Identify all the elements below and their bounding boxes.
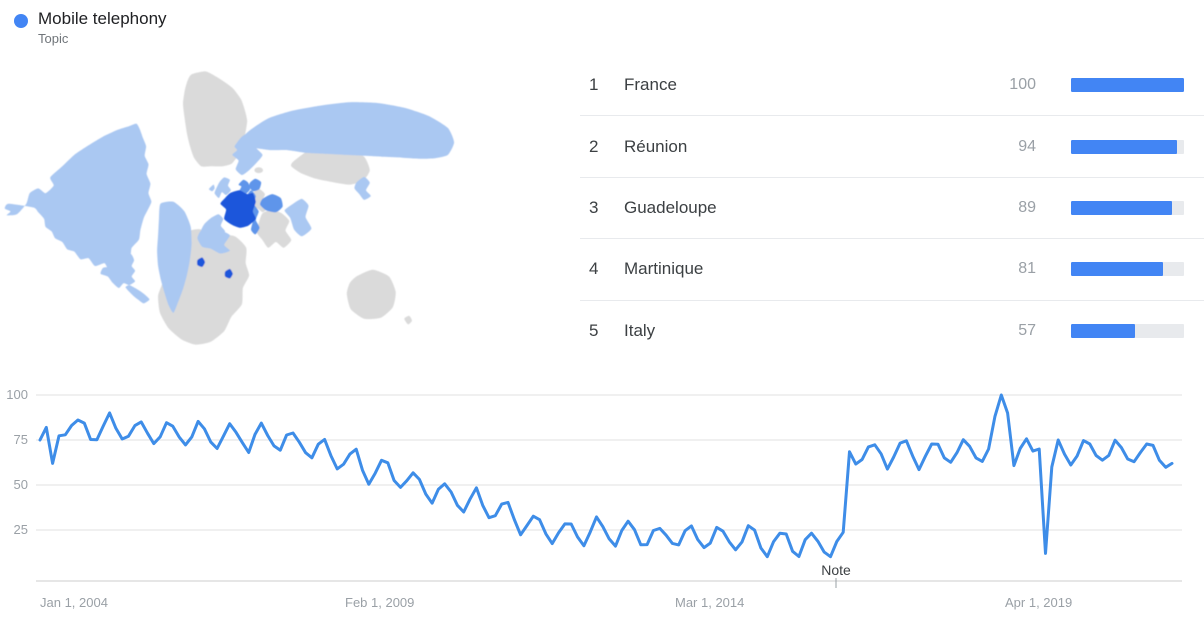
svg-text:100: 100 [6,387,28,402]
svg-text:25: 25 [14,522,28,537]
svg-text:Jan 1, 2004: Jan 1, 2004 [40,595,108,610]
svg-text:Note: Note [821,562,851,578]
svg-text:50: 50 [14,477,28,492]
svg-text:75: 75 [14,432,28,447]
svg-text:Mar 1, 2014: Mar 1, 2014 [675,595,744,610]
svg-text:Apr 1, 2019: Apr 1, 2019 [1005,595,1072,610]
svg-text:Feb 1, 2009: Feb 1, 2009 [345,595,414,610]
